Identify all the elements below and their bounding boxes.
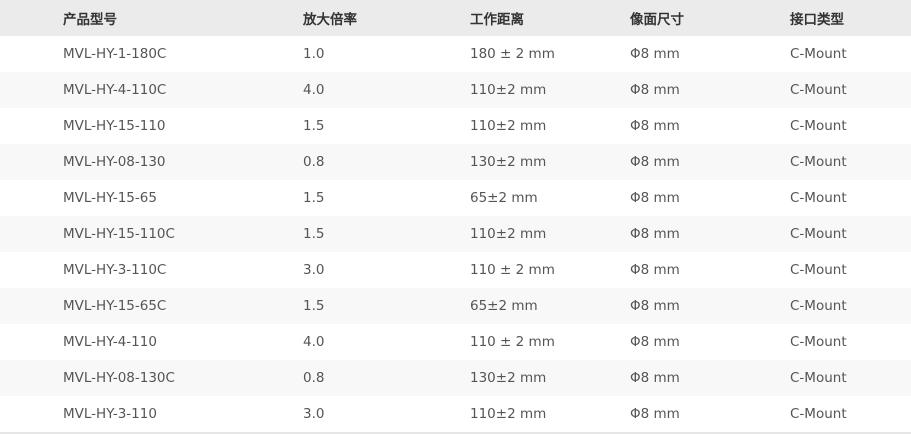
- table-row: MVL-HY-15-65C 1.5 65±2 mm Φ8 mm C-Mount: [0, 288, 911, 324]
- cell-model: MVL-HY-08-130C: [63, 370, 175, 386]
- cell-working-distance: 180 ± 2 mm: [470, 46, 555, 62]
- spacer: [0, 216, 63, 252]
- cell-working-distance: 110 ± 2 mm: [470, 334, 555, 350]
- cell-mount-type: C-Mount: [790, 406, 847, 422]
- header-row: 产品型号 放大倍率 工作距离 像面尺寸 接口类型: [0, 0, 911, 36]
- table-row: MVL-HY-08-130 0.8 130±2 mm Φ8 mm C-Mount: [0, 144, 911, 180]
- cell-magnification: 4.0: [303, 82, 325, 98]
- cell-image-size: Φ8 mm: [630, 226, 680, 242]
- cell-model: MVL-HY-4-110: [63, 334, 157, 350]
- cell-working-distance: 110±2 mm: [470, 82, 547, 98]
- cell-working-distance: 110±2 mm: [470, 118, 547, 134]
- cell-image-size: Φ8 mm: [630, 262, 680, 278]
- table-row: MVL-HY-1-180C 1.0 180 ± 2 mm Φ8 mm C-Mount: [0, 36, 911, 72]
- header-image-size: 像面尺寸: [630, 12, 684, 28]
- cell-model: MVL-HY-4-110C: [63, 82, 167, 98]
- spacer: [0, 360, 63, 396]
- cell-mount-type: C-Mount: [790, 190, 847, 206]
- header-model: 产品型号: [63, 12, 117, 28]
- cell-mount-type: C-Mount: [790, 154, 847, 170]
- table-row: MVL-HY-15-65 1.5 65±2 mm Φ8 mm C-Mount: [0, 180, 911, 216]
- spacer: [0, 180, 63, 216]
- spacer: [0, 36, 63, 72]
- table-row: MVL-HY-4-110 4.0 110 ± 2 mm Φ8 mm C-Mount: [0, 324, 911, 360]
- cell-magnification: 1.5: [303, 190, 325, 206]
- cell-model: MVL-HY-1-180C: [63, 46, 167, 62]
- cell-mount-type: C-Mount: [790, 334, 847, 350]
- cell-image-size: Φ8 mm: [630, 406, 680, 422]
- cell-working-distance: 130±2 mm: [470, 154, 547, 170]
- cell-model: MVL-HY-08-130: [63, 154, 166, 170]
- table-row: MVL-HY-15-110 1.5 110±2 mm Φ8 mm C-Mount: [0, 108, 911, 144]
- cell-working-distance: 65±2 mm: [470, 298, 538, 314]
- cell-image-size: Φ8 mm: [630, 154, 680, 170]
- cell-magnification: 1.5: [303, 118, 325, 134]
- table-row: MVL-HY-15-110C 1.5 110±2 mm Φ8 mm C-Mount: [0, 216, 911, 252]
- cell-working-distance: 110±2 mm: [470, 226, 547, 242]
- table-row: MVL-HY-3-110C 3.0 110 ± 2 mm Φ8 mm C-Mount: [0, 252, 911, 288]
- cell-mount-type: C-Mount: [790, 370, 847, 386]
- table-row: MVL-HY-08-130C 0.8 130±2 mm Φ8 mm C-Mount: [0, 360, 911, 396]
- cell-image-size: Φ8 mm: [630, 370, 680, 386]
- cell-model: MVL-HY-3-110: [63, 406, 157, 422]
- cell-image-size: Φ8 mm: [630, 82, 680, 98]
- table-row: MVL-HY-4-110C 4.0 110±2 mm Φ8 mm C-Mount: [0, 72, 911, 108]
- spacer: [0, 252, 63, 288]
- spacer: [0, 288, 63, 324]
- cell-working-distance: 110±2 mm: [470, 406, 547, 422]
- cell-image-size: Φ8 mm: [630, 190, 680, 206]
- header-magnification: 放大倍率: [303, 12, 357, 28]
- cell-mount-type: C-Mount: [790, 82, 847, 98]
- cell-image-size: Φ8 mm: [630, 298, 680, 314]
- cell-magnification: 1.5: [303, 226, 325, 242]
- cell-magnification: 4.0: [303, 334, 325, 350]
- cell-working-distance: 130±2 mm: [470, 370, 547, 386]
- cell-mount-type: C-Mount: [790, 262, 847, 278]
- cell-working-distance: 110 ± 2 mm: [470, 262, 555, 278]
- cell-mount-type: C-Mount: [790, 118, 847, 134]
- spacer: [0, 396, 63, 433]
- cell-image-size: Φ8 mm: [630, 46, 680, 62]
- header-mount-type: 接口类型: [790, 12, 844, 28]
- cell-model: MVL-HY-15-65C: [63, 298, 167, 314]
- table-body: MVL-HY-1-180C 1.0 180 ± 2 mm Φ8 mm C-Mount MV…: [0, 36, 911, 433]
- cell-mount-type: C-Mount: [790, 298, 847, 314]
- header-working-distance: 工作距离: [470, 12, 524, 28]
- spacer: [0, 72, 63, 108]
- cell-magnification: 3.0: [303, 262, 325, 278]
- cell-model: MVL-HY-15-110C: [63, 226, 175, 242]
- table-row: MVL-HY-3-110 3.0 110±2 mm Φ8 mm C-Mount: [0, 396, 911, 433]
- cell-magnification: 1.5: [303, 298, 325, 314]
- spacer: [0, 0, 63, 36]
- cell-image-size: Φ8 mm: [630, 334, 680, 350]
- spacer: [0, 144, 63, 180]
- spacer: [0, 108, 63, 144]
- table-header: 产品型号 放大倍率 工作距离 像面尺寸 接口类型: [0, 0, 911, 36]
- cell-magnification: 1.0: [303, 46, 325, 62]
- cell-mount-type: C-Mount: [790, 226, 847, 242]
- cell-magnification: 0.8: [303, 154, 325, 170]
- cell-magnification: 3.0: [303, 406, 325, 422]
- cell-mount-type: C-Mount: [790, 46, 847, 62]
- cell-model: MVL-HY-15-110: [63, 118, 166, 134]
- cell-magnification: 0.8: [303, 370, 325, 386]
- cell-image-size: Φ8 mm: [630, 118, 680, 134]
- cell-model: MVL-HY-3-110C: [63, 262, 167, 278]
- spacer: [0, 324, 63, 360]
- cell-working-distance: 65±2 mm: [470, 190, 538, 206]
- cell-model: MVL-HY-15-65: [63, 190, 157, 206]
